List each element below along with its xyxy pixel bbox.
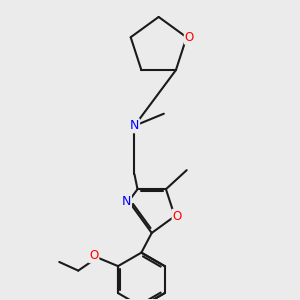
Text: O: O: [185, 31, 194, 44]
Text: N: N: [122, 195, 131, 208]
Text: O: O: [89, 249, 98, 262]
Text: O: O: [172, 210, 182, 223]
Text: N: N: [130, 119, 139, 132]
